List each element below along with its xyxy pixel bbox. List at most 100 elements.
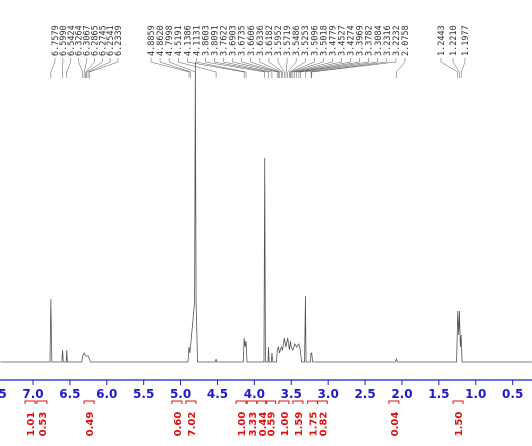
integral-label: 3.33 [248,412,259,437]
x-tick-label: 6.5 [59,387,80,401]
x-tick-label: 2.0 [391,387,412,401]
x-tick-label: 6.0 [96,387,117,401]
integral-bracket [278,400,290,404]
peak-leader [177,58,217,78]
peak-label: 4.8859 [147,25,157,56]
peak-label: 3.2232 [392,25,402,56]
peak-label: 6.3264 [75,25,85,56]
integral-bracket [256,400,268,404]
peak-label: 3.5486 [292,25,302,56]
peak-leader [292,58,333,78]
integral-label: 7.02 [187,412,198,437]
peak-leader [205,58,265,78]
peak-leader [83,58,87,78]
peak-leader [287,58,297,78]
peak-label: 3.4527 [338,25,348,56]
integral-bracket [235,400,247,404]
peak-label: 3.6903 [229,25,239,56]
peak-label: 3.6182 [265,25,275,56]
peak-label: 4.8620 [156,25,166,56]
peak-leader [232,58,278,78]
peak-label: 6.5424 [67,25,77,56]
integral-bracket [265,400,277,404]
peak-label: 3.5952 [274,25,284,56]
x-tick-label: 5.5 [133,387,154,401]
peak-leader [223,58,273,78]
peak-label: 3.2316 [383,25,393,56]
integral-label: 0.59 [267,412,278,437]
x-tick-label: 1.5 [428,387,449,401]
x-tick-label: 0.5 [502,387,523,401]
peak-label: 3.5253 [301,25,311,56]
integral-bracket [316,400,328,404]
peak-label: 3.6336 [256,25,266,56]
peak-leader [241,58,279,78]
peak-leader [159,58,192,78]
peak-leader [298,58,360,78]
integral-label: 1.00 [280,412,291,437]
peak-leader [290,58,315,78]
integral-bracket [292,400,304,404]
peak-leader [285,58,288,78]
peak-label: 3.8091 [211,25,221,56]
integral-label: 1.75 [309,412,320,437]
peak-leader [452,58,460,78]
peak-label: 6.2865 [90,25,100,56]
x-tick-label: 3.5 [281,387,302,401]
integral-label: 0.82 [318,412,329,437]
peak-label: 3.5719 [283,25,293,56]
x-tick-label: 4.5 [207,387,228,401]
integral-label: 0.04 [390,412,401,437]
peak-leader [85,58,95,78]
peak-label: 6.7579 [51,25,61,56]
peak-leader [259,58,282,78]
integral-bracket [185,400,197,404]
peak-leader [214,58,269,78]
peak-leader [66,58,71,78]
integral-label: 1.59 [294,412,305,437]
spectrum-line [0,61,532,363]
x-tick-label: 2.5 [354,387,375,401]
peak-label: 4.1386 [183,25,193,56]
peak-label: 3.5096 [310,25,320,56]
peak-leader [168,58,196,78]
integral-bracket [24,400,36,404]
peak-leader [440,58,458,78]
peak-label: 4.7998 [165,25,175,56]
peak-leader [78,58,83,78]
peak-label: 2.0758 [401,25,411,56]
integral-label: 0.49 [85,412,96,437]
peak-label: 6.2339 [114,25,124,56]
peak-leader [311,58,397,78]
peak-label: 4.1131 [192,25,202,56]
x-tick-label: 3.0 [318,387,339,401]
integral-label: 0.53 [38,412,49,437]
integral-label: 1.00 [237,412,248,437]
peak-label: 1.2210 [449,25,459,56]
peak-leader [305,58,379,78]
integral-bracket [83,400,95,404]
peak-label: 6.5990 [59,25,69,56]
peak-leader [289,58,306,78]
peak-label: 3.8603 [201,25,211,56]
integral-label: 0.44 [258,412,269,437]
peak-leader [396,58,406,78]
peak-leader [50,58,56,78]
peak-leader [150,58,190,78]
integral-bracket [246,400,258,404]
peak-label: 1.1977 [461,25,471,56]
peak-leader [290,58,324,78]
peak-label: 1.2443 [437,25,447,56]
integral-bracket [452,400,464,404]
peak-label: 3.7622 [220,25,230,56]
peak-label: 3.4274 [347,25,357,56]
integral-bracket [36,400,48,404]
integral-label: 1.01 [26,412,37,437]
peak-leader [300,58,369,78]
peak-label: 6.3067 [83,25,93,56]
integral-bracket [171,400,183,404]
integral-label: 1.50 [454,412,465,437]
x-tick-label: 5.0 [170,387,191,401]
peak-label: 3.5018 [319,25,329,56]
